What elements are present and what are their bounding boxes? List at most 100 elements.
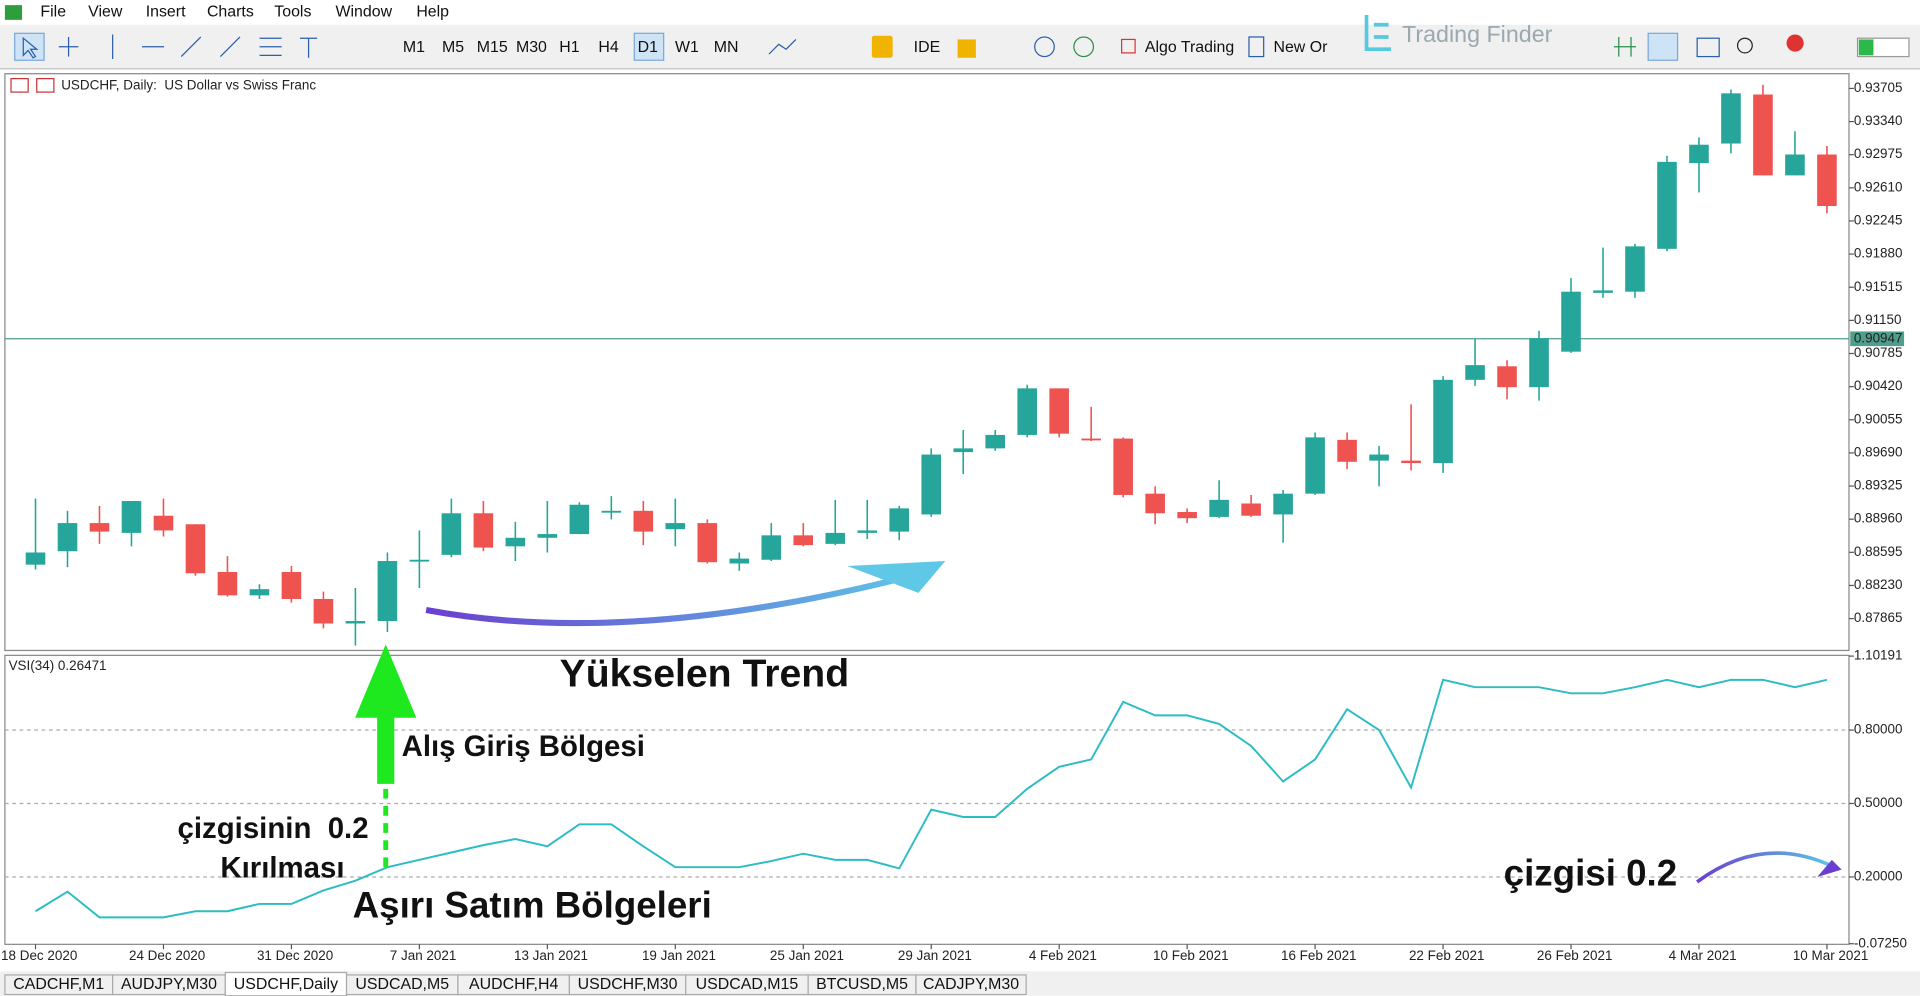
candle-body (1017, 388, 1037, 435)
timeframe-button[interactable]: M1 (403, 39, 425, 56)
candle-body (1625, 246, 1645, 292)
candle-body (889, 508, 910, 532)
x-tick-label: 13 Jan 2021 (514, 948, 588, 963)
y-tick-label: 1.10191 (1854, 648, 1903, 663)
y-tick-label: 0.80000 (1854, 722, 1903, 737)
candle-body (1689, 144, 1709, 164)
drawing-tools[interactable] (112, 34, 318, 60)
autoscroll-button[interactable] (1647, 32, 1679, 61)
cloud-icon[interactable] (1034, 36, 1055, 58)
search-icon[interactable] (1736, 37, 1753, 54)
candle-body (569, 504, 590, 535)
tool-icons: M1 M5 M15 M30 H1 H4 D1 W1 MN IDE Algo Trading New O… (14, 32, 1910, 61)
candle-body (377, 561, 398, 622)
candle-body (473, 513, 494, 548)
timeframe-button[interactable]: M30 (516, 39, 547, 56)
entry-arrow (355, 644, 417, 784)
menu-item[interactable]: Help (416, 4, 449, 21)
x-tick-label: 22 Feb 2021 (1409, 948, 1485, 963)
watermark: Trading Finder (1402, 21, 1553, 47)
timeframe-button[interactable]: H4 (598, 39, 618, 56)
timeframe-button[interactable]: MN (714, 39, 739, 56)
candle-body (1497, 366, 1517, 388)
candle-body (1593, 290, 1613, 293)
tabs: CADCHF,M1 AUDJPY,M30 USDCHF,Daily USDCAD,M5… (4, 971, 1027, 996)
x-tick-label: 4 Feb 2021 (1029, 948, 1097, 963)
x-tick-label: 24 Dec 2020 (129, 948, 205, 963)
tab-label[interactable]: CADCHF,M1 (13, 976, 104, 993)
crosshair-icon[interactable] (58, 36, 79, 57)
x-tick-label: 31 Dec 2020 (257, 948, 333, 963)
algo-icon[interactable] (1121, 38, 1136, 54)
tab[interactable] (915, 974, 1027, 996)
timeframe-button[interactable]: M15 (477, 39, 508, 56)
plot: 0.93705 0.93340 0.92975 0.92610 0.92245 0.918… (1, 80, 1907, 963)
break-label-1: çizgisinin 0.2 (178, 812, 369, 845)
candle-body (1145, 493, 1165, 514)
ide-button[interactable]: IDE (914, 39, 941, 56)
candle-body (217, 572, 238, 596)
trend-label: Yükselen Trend (560, 653, 850, 696)
timeframe-button[interactable]: W1 (675, 39, 699, 56)
timeframe-button[interactable]: D1 (638, 39, 658, 56)
bag-icon[interactable] (957, 39, 976, 58)
new-order-button[interactable]: New Or (1273, 39, 1328, 56)
dollar-icon[interactable] (871, 35, 893, 58)
candle-body (1241, 503, 1261, 516)
candle-body (921, 454, 942, 515)
menu-item[interactable]: View (88, 4, 123, 21)
screenshot-icon[interactable] (1696, 37, 1720, 58)
candle-body (1561, 291, 1581, 352)
x-tick-label: 7 Jan 2021 (390, 948, 457, 963)
candle-body (1209, 499, 1229, 517)
watermark-logo (1364, 14, 1392, 52)
x-tick-label: 4 Mar 2021 (1669, 948, 1737, 963)
y-tick-label: 0.91150 (1854, 312, 1902, 327)
candle-body (1305, 437, 1325, 494)
tab-label[interactable]: CADJPY,M30 (923, 976, 1019, 993)
y-tick-label: 0.88960 (1854, 511, 1903, 526)
tab-label[interactable]: BTCUSD,M5 (816, 976, 908, 993)
current-price-box (1850, 331, 1905, 347)
tab-label[interactable]: USDCAD,M5 (355, 976, 449, 993)
candle-body (1529, 338, 1549, 388)
cursor-button[interactable] (14, 32, 45, 61)
line-label: çizgisi 0.2 (1504, 852, 1677, 893)
candle-body (857, 530, 878, 533)
candle-body (153, 515, 174, 531)
menu-item[interactable]: Insert (146, 4, 186, 21)
candle-body (57, 523, 78, 552)
tab-label[interactable]: AUDCHF,H4 (469, 976, 558, 993)
candle-body (537, 534, 558, 538)
candle-body (1369, 454, 1389, 461)
candle-body (1177, 512, 1197, 519)
algo-trading-button[interactable]: Algo Trading (1145, 39, 1234, 56)
chart-type-icon[interactable] (768, 38, 797, 55)
candle-body (409, 559, 430, 562)
candle-body (1113, 438, 1133, 495)
timeframe-button[interactable]: H1 (559, 39, 579, 56)
break-label-2: Kırılması (220, 851, 344, 884)
tab-label[interactable]: USDCHF,Daily (234, 976, 338, 993)
tab-label[interactable]: USDCHF,M30 (578, 976, 678, 993)
y-tick-label: 0.90785 (1854, 345, 1903, 360)
symbol-icon (36, 77, 55, 93)
notification-badge[interactable] (1786, 34, 1804, 52)
candle-body (185, 524, 206, 574)
x-tick-label: 18 Dec 2020 (1, 948, 77, 963)
menu-item[interactable]: File (40, 4, 66, 21)
menu-item[interactable]: Tools (274, 4, 311, 21)
signals-icon[interactable] (1073, 36, 1095, 58)
menu-item[interactable]: Charts (207, 4, 254, 21)
tab-label[interactable]: AUDJPY,M30 (121, 976, 217, 993)
x-tick-label: 26 Feb 2021 (1537, 948, 1613, 963)
line-arrowhead (1817, 859, 1842, 877)
order-icon[interactable] (1248, 36, 1265, 58)
menu-item[interactable]: Window (336, 4, 393, 21)
zoom-icon[interactable] (1613, 36, 1636, 57)
candle-body (313, 598, 334, 624)
tab-label[interactable]: USDCAD,M15 (696, 976, 799, 993)
candle-body (729, 558, 750, 564)
y-tick-label: 0.88595 (1854, 544, 1903, 559)
timeframe-button[interactable]: M5 (442, 39, 464, 56)
